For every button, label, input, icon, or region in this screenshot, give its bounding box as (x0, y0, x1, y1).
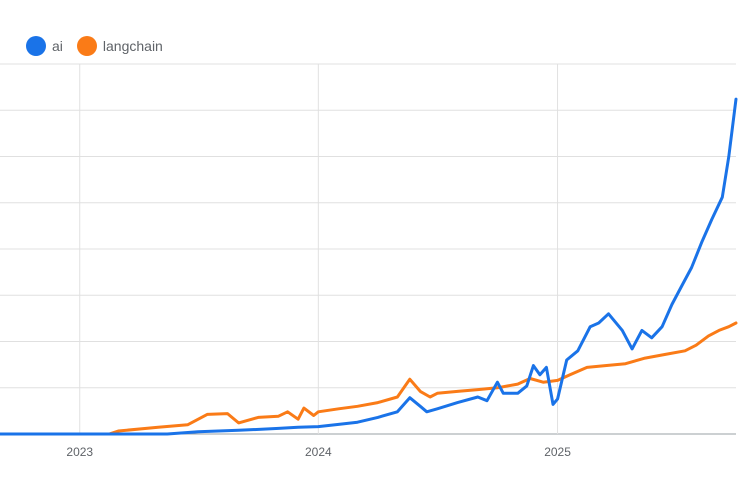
x-axis: 2023 2024 2025 (66, 445, 571, 459)
chart-grid (0, 63, 736, 435)
x-tick-label: 2024 (305, 445, 332, 459)
legend-item-langchain[interactable]: langchain (76, 36, 163, 56)
legend-swatch-ai (26, 36, 46, 56)
legend-item-ai[interactable]: ai (26, 36, 63, 56)
legend-label-ai: ai (52, 38, 63, 54)
series-line-langchain[interactable] (0, 321, 738, 436)
x-tick-label: 2023 (66, 445, 93, 459)
chart-series (0, 97, 738, 436)
chart-legend: ai langchain (26, 36, 163, 56)
legend-swatch-langchain (76, 36, 97, 56)
legend-label-langchain: langchain (102, 38, 163, 54)
x-tick-label: 2025 (544, 445, 571, 459)
series-line-ai[interactable] (0, 97, 738, 436)
